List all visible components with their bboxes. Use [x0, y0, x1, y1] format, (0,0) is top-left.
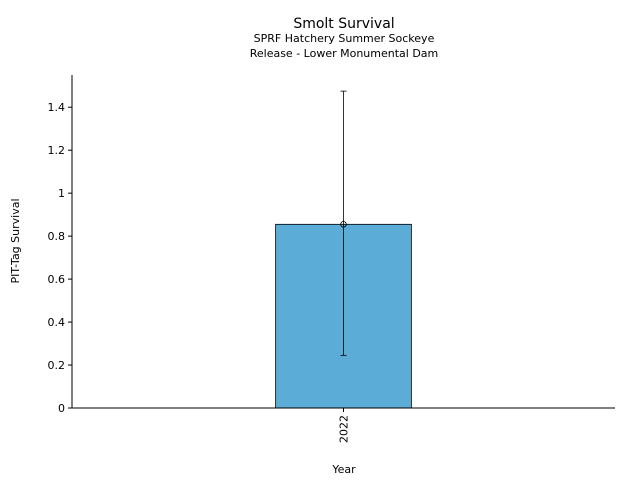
- x-axis-label: Year: [331, 463, 356, 476]
- chart-subtitle-line-2: Release - Lower Monumental Dam: [250, 47, 439, 60]
- y-tick-label: 0.6: [48, 273, 66, 286]
- plot-area: 0 0.2 0.4 0.6 0.8 1 1.2 1.4 2022: [48, 90, 412, 443]
- x-tick-label: 2022: [338, 415, 351, 443]
- y-tick-label: 1.4: [48, 101, 66, 114]
- y-tick-label: 0.4: [48, 316, 66, 329]
- chart-subtitle-line-1: SPRF Hatchery Summer Sockeye: [254, 32, 435, 45]
- y-tick-label: 0.2: [48, 359, 66, 372]
- chart-title: Smolt Survival: [293, 16, 394, 32]
- y-axis-label: PIT-Tag Survival: [9, 198, 22, 283]
- y-tick-label: 0.8: [48, 230, 66, 243]
- y-tick-label: 1: [58, 187, 65, 200]
- y-tick-label: 1.2: [48, 144, 66, 157]
- y-tick-label: 0: [58, 402, 65, 415]
- estimate-point: [340, 221, 347, 228]
